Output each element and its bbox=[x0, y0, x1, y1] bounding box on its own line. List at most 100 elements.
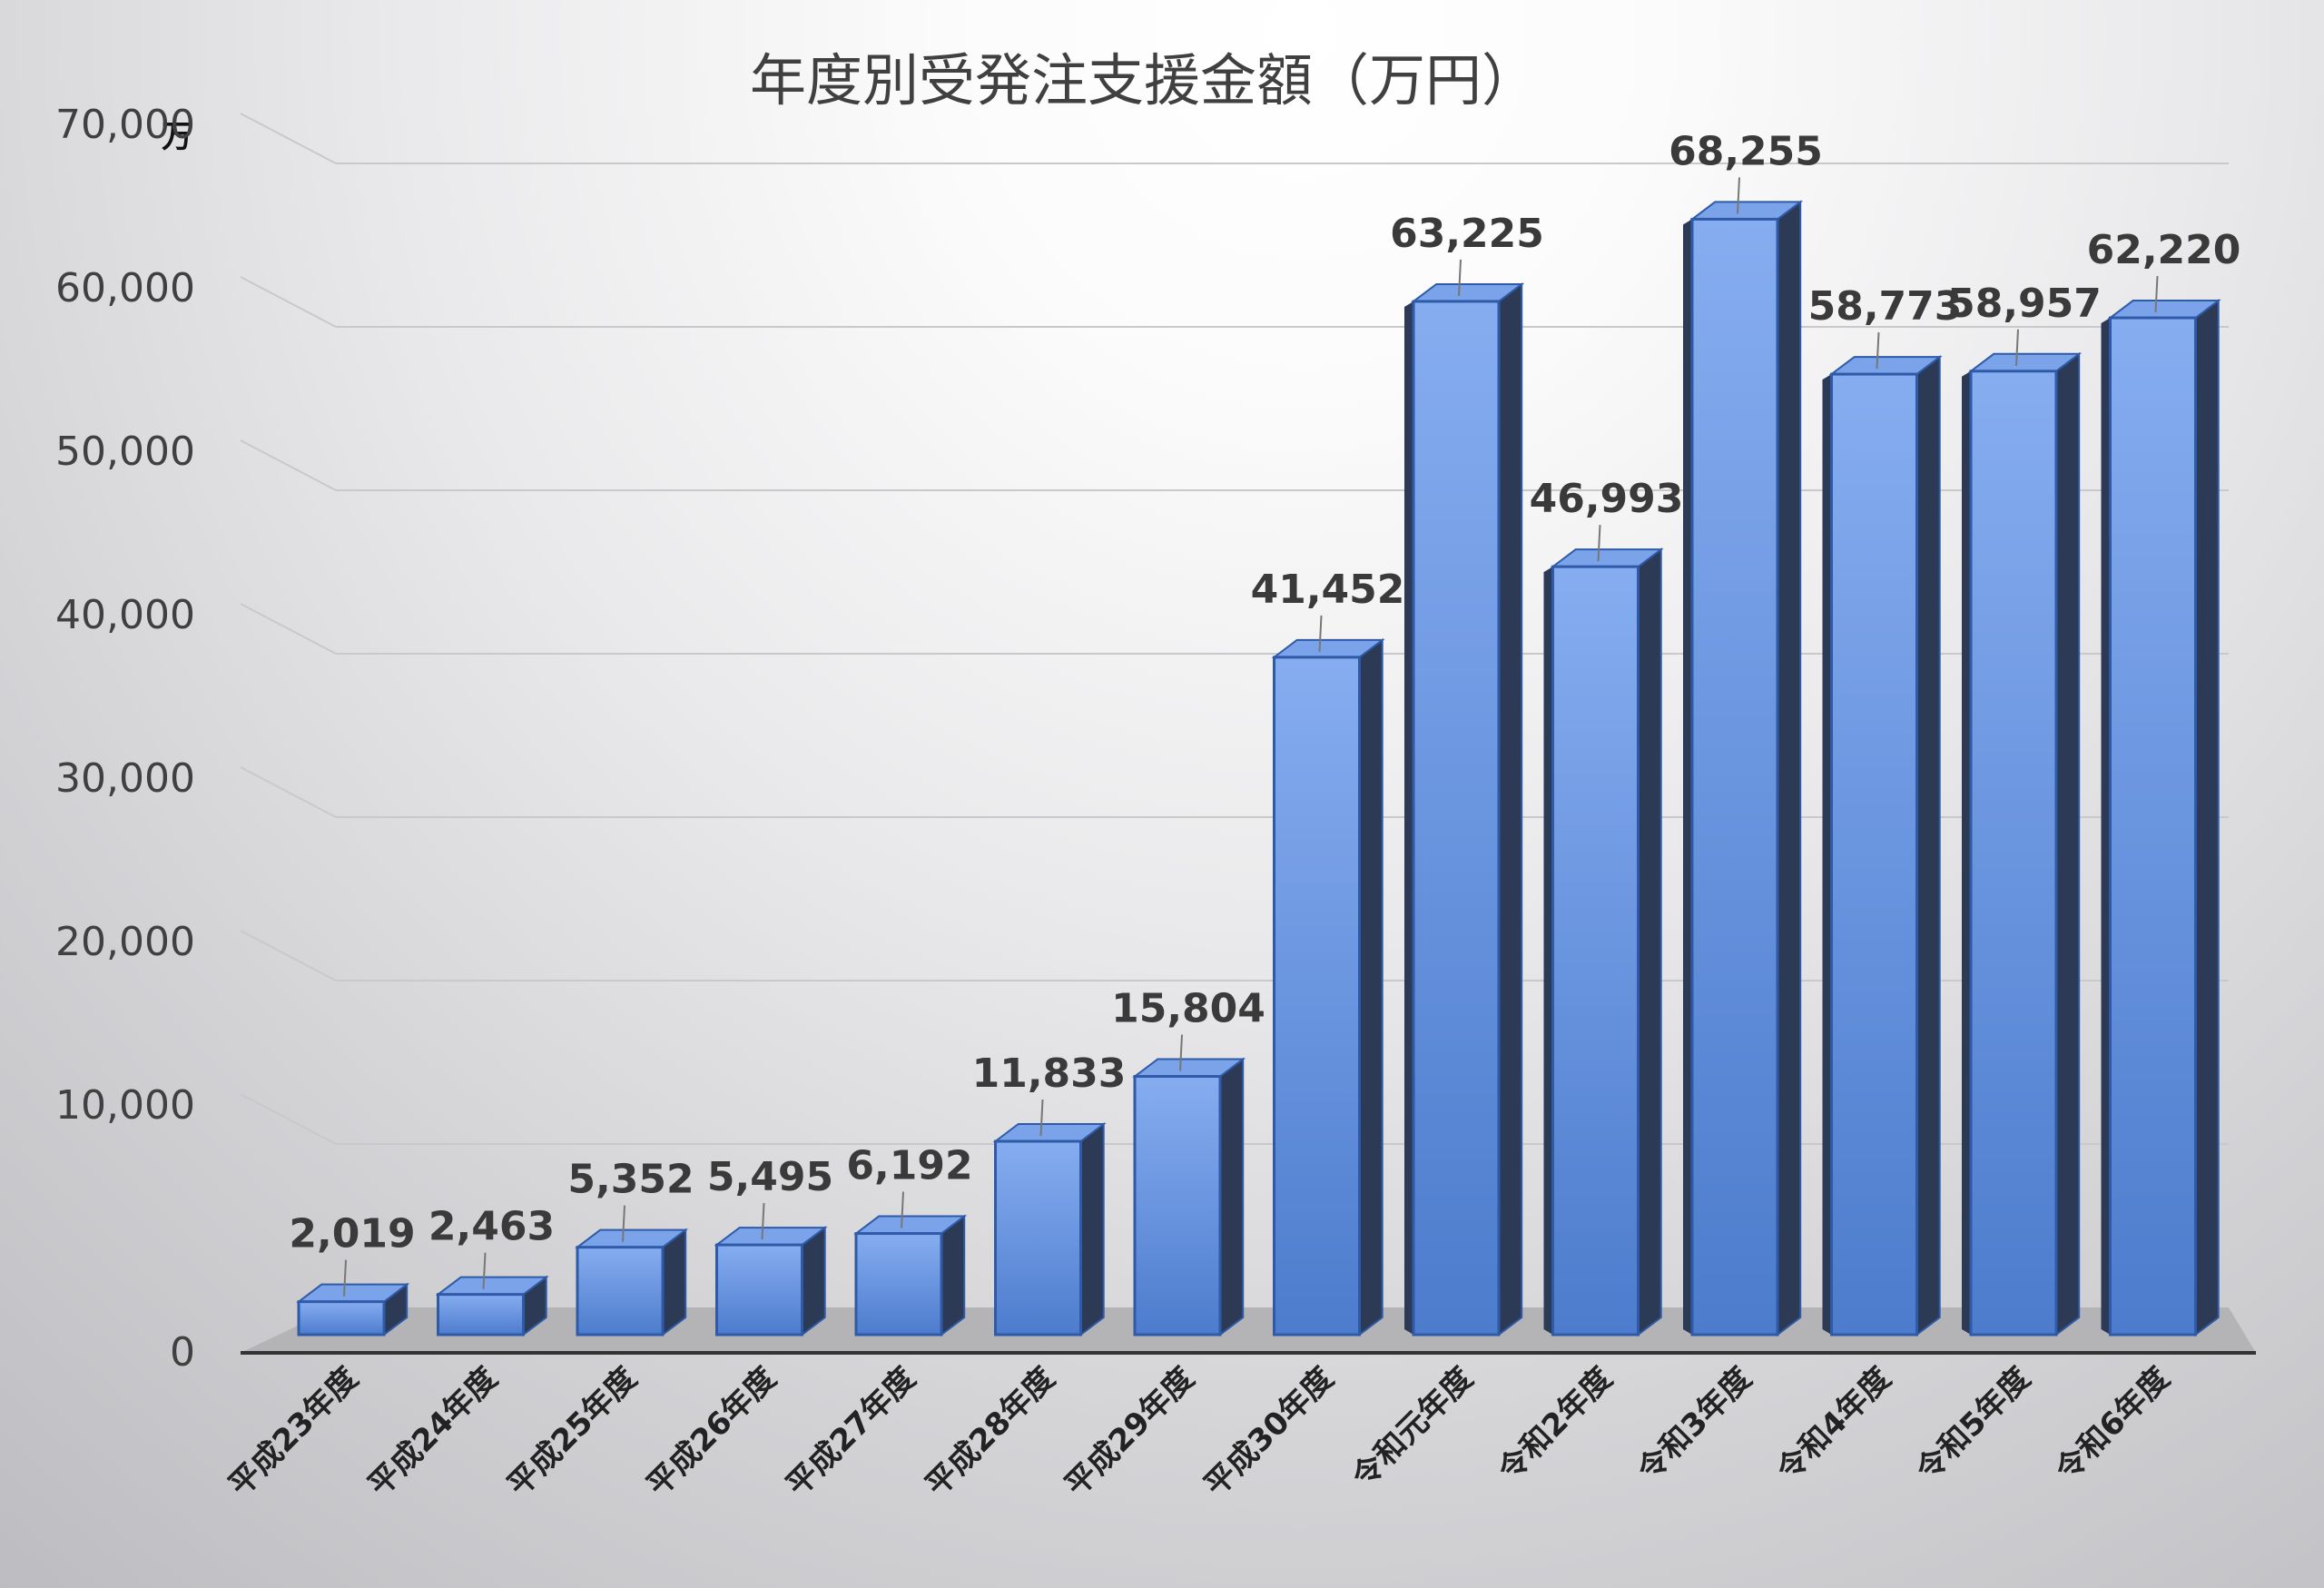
data-label: 15,804 bbox=[1111, 986, 1265, 1032]
bar bbox=[1822, 355, 1943, 1337]
x-tick-label: 令和3年度 bbox=[1630, 1360, 1758, 1488]
x-tick-label: 平成26年度 bbox=[640, 1360, 783, 1504]
x-tick-label: 平成30年度 bbox=[1197, 1360, 1341, 1504]
bar-front bbox=[994, 1139, 1082, 1336]
bar bbox=[2101, 299, 2221, 1337]
bar-side-left bbox=[1962, 370, 1971, 1336]
x-tick-label: 平成23年度 bbox=[222, 1360, 365, 1504]
bar-front bbox=[1969, 370, 2058, 1336]
bar bbox=[1543, 547, 1664, 1337]
data-label: 5,495 bbox=[707, 1154, 833, 1200]
leader-line bbox=[1039, 1099, 1044, 1137]
bar bbox=[853, 1214, 968, 1337]
x-tick-label: 平成27年度 bbox=[779, 1360, 922, 1504]
y-tick-label: 40,000 bbox=[55, 592, 195, 638]
bar-front bbox=[1551, 565, 1640, 1336]
y-tick-label: 20,000 bbox=[55, 919, 195, 965]
leader-line bbox=[1737, 177, 1740, 214]
leader-line bbox=[1179, 1034, 1183, 1071]
y-tick-label: 10,000 bbox=[55, 1082, 195, 1129]
data-label: 58,773 bbox=[1808, 283, 1963, 330]
bar-side-left bbox=[1404, 301, 1413, 1336]
bar-side bbox=[1915, 355, 1941, 1337]
data-label: 11,833 bbox=[972, 1050, 1127, 1097]
y-tick-label: 70,000 bbox=[55, 102, 195, 148]
bar-side bbox=[1219, 1057, 1245, 1337]
y-tick-label: 30,000 bbox=[55, 755, 195, 802]
y-axis-ticks: 0 10,000 20,000 30,000 40,000 50,000 60,000 70,… bbox=[55, 102, 195, 1376]
leader-line bbox=[761, 1203, 765, 1240]
bar-side bbox=[1777, 200, 1802, 1337]
bar-front bbox=[297, 1300, 386, 1336]
leader-line bbox=[1318, 615, 1323, 652]
bar bbox=[992, 1121, 1107, 1337]
x-tick-label: 令和元年度 bbox=[1345, 1360, 1480, 1494]
leader-line bbox=[2015, 329, 2019, 366]
x-tick-label: 令和2年度 bbox=[1492, 1360, 1620, 1488]
leader-line bbox=[901, 1191, 904, 1228]
bar-side bbox=[940, 1214, 966, 1337]
bar-side-left bbox=[1543, 567, 1553, 1335]
x-axis-ticks: 平成23年度平成24年度平成25年度平成26年度平成27年度平成28年度平成29… bbox=[222, 1360, 2176, 1504]
bar-side-left bbox=[2101, 318, 2111, 1335]
x-tick-label: 平成24年度 bbox=[361, 1360, 505, 1504]
x-tick-label: 平成28年度 bbox=[919, 1360, 1062, 1504]
bar-side-left bbox=[1683, 219, 1692, 1335]
leader-line bbox=[1876, 332, 1880, 370]
leader-line bbox=[622, 1205, 625, 1242]
bar-side bbox=[1079, 1121, 1105, 1337]
bar-side bbox=[2055, 351, 2081, 1337]
gridline-depth bbox=[240, 603, 337, 655]
x-tick-label: 令和4年度 bbox=[1770, 1360, 1898, 1488]
y-tick-label: 60,000 bbox=[55, 265, 195, 311]
data-label: 6,192 bbox=[846, 1143, 972, 1189]
leader-line bbox=[2154, 275, 2159, 313]
data-label: 68,255 bbox=[1669, 128, 1823, 174]
data-label: 46,993 bbox=[1530, 476, 1684, 522]
y-tick-label: 0 bbox=[170, 1329, 195, 1376]
gridline-depth bbox=[240, 439, 337, 491]
bar bbox=[435, 1275, 549, 1337]
bar-side bbox=[1498, 281, 1523, 1337]
bar-side-left bbox=[1822, 374, 1832, 1336]
leader-line bbox=[482, 1252, 487, 1289]
bar-front bbox=[437, 1293, 525, 1336]
bar-side bbox=[801, 1226, 826, 1337]
bar-front bbox=[576, 1246, 665, 1336]
bar-front bbox=[1830, 372, 1918, 1336]
bar-front bbox=[2109, 316, 2197, 1336]
data-label: 62,220 bbox=[2087, 227, 2241, 273]
leader-line bbox=[1458, 259, 1462, 296]
bar bbox=[296, 1282, 410, 1337]
gridline-depth bbox=[240, 766, 337, 818]
leader-line bbox=[343, 1259, 347, 1297]
x-tick-label: 平成25年度 bbox=[500, 1360, 644, 1504]
data-label: 63,225 bbox=[1390, 211, 1544, 257]
data-label: 2,019 bbox=[289, 1211, 415, 1258]
bar-side bbox=[1358, 637, 1384, 1337]
bars bbox=[296, 200, 2221, 1337]
bar bbox=[1271, 637, 1385, 1337]
bar-front bbox=[1690, 217, 1779, 1336]
gridline-depth bbox=[240, 930, 337, 981]
bar bbox=[1962, 351, 2083, 1337]
data-label: 58,957 bbox=[1947, 281, 2102, 327]
gridline-depth bbox=[240, 276, 337, 328]
bar bbox=[1404, 281, 1525, 1337]
bar bbox=[575, 1228, 689, 1337]
bar-front bbox=[854, 1232, 943, 1336]
bar-front bbox=[1273, 656, 1361, 1336]
y-unit-label: 万 bbox=[162, 119, 192, 155]
bar-front bbox=[715, 1243, 803, 1336]
bar-front bbox=[1412, 300, 1501, 1336]
bar bbox=[1683, 200, 1804, 1337]
gridline-depth bbox=[240, 1093, 337, 1145]
leader-lines bbox=[343, 177, 2159, 1297]
leader-line bbox=[1597, 525, 1601, 562]
bar-side bbox=[2194, 299, 2220, 1337]
gridline-depth bbox=[240, 113, 337, 164]
bar bbox=[714, 1226, 828, 1337]
bar-front bbox=[1133, 1075, 1222, 1336]
